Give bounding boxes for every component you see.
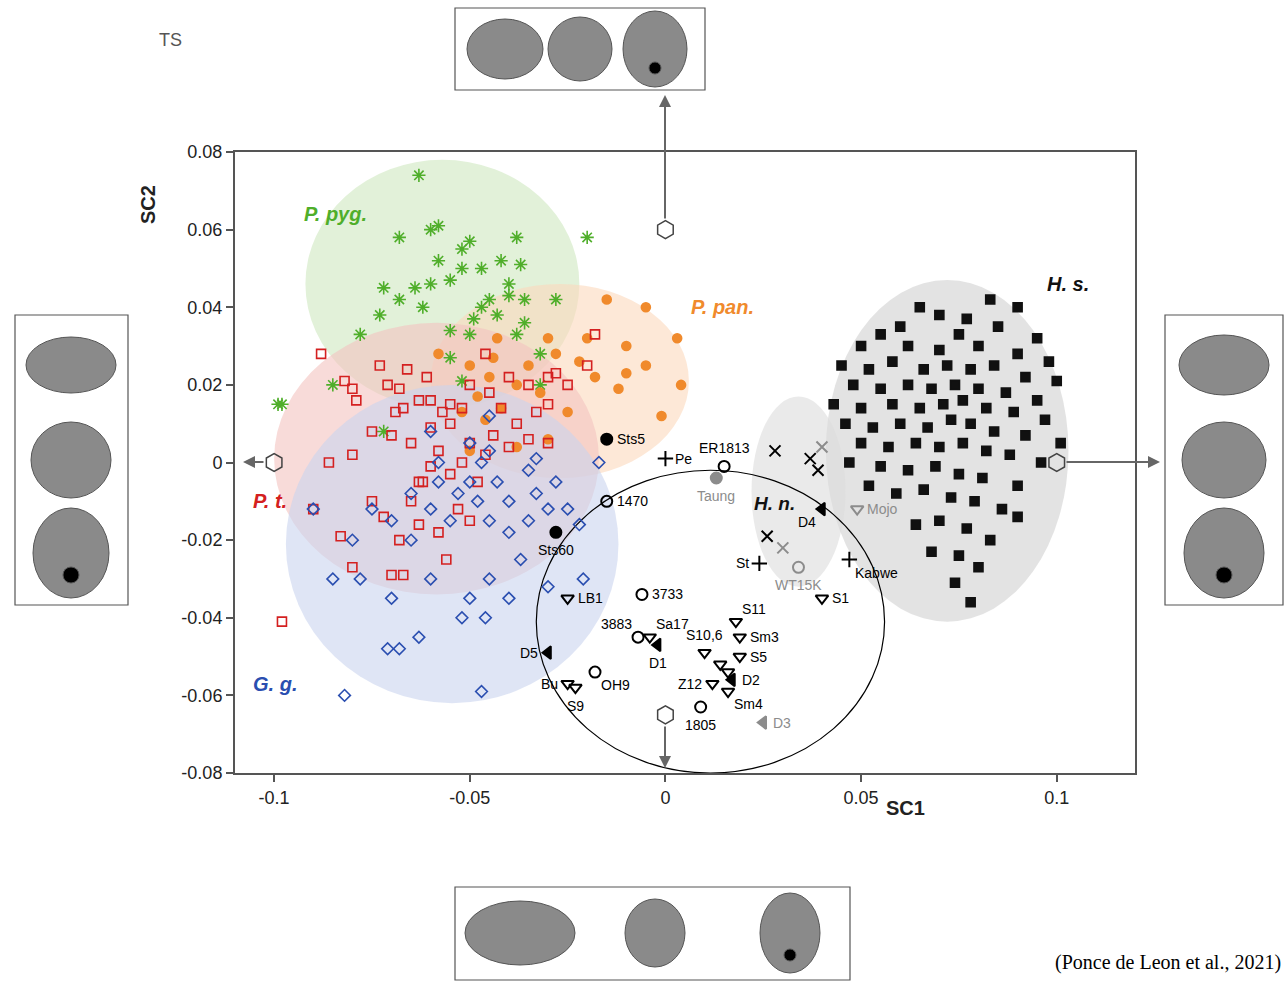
svg-text:-0.05: -0.05 — [449, 788, 490, 808]
svg-text:S11: S11 — [742, 601, 766, 617]
svg-text:0.1: 0.1 — [1044, 788, 1069, 808]
svg-text:-0.04: -0.04 — [181, 608, 222, 628]
svg-text:3733: 3733 — [652, 586, 683, 602]
svg-text:Sm3: Sm3 — [750, 629, 779, 645]
svg-text:SC1: SC1 — [886, 797, 925, 819]
svg-text:Sm4: Sm4 — [734, 696, 763, 712]
svg-text:-0.06: -0.06 — [181, 686, 222, 706]
svg-text:Mojo: Mojo — [867, 501, 898, 517]
svg-text:-0.08: -0.08 — [181, 763, 222, 783]
svg-text:Pe: Pe — [675, 451, 692, 467]
svg-text:Sa17: Sa17 — [656, 616, 689, 632]
svg-text:G. g.: G. g. — [253, 673, 297, 695]
svg-text:0.08: 0.08 — [187, 142, 222, 162]
svg-text:P. pyg.: P. pyg. — [304, 203, 367, 225]
svg-text:WT15K: WT15K — [775, 577, 822, 593]
svg-text:SC2: SC2 — [137, 185, 159, 224]
svg-text:D5: D5 — [520, 645, 538, 661]
svg-text:-0.02: -0.02 — [181, 530, 222, 550]
svg-text:D3: D3 — [773, 715, 791, 731]
svg-text:OH9: OH9 — [601, 677, 630, 693]
svg-text:S1: S1 — [832, 590, 849, 606]
svg-text:0.06: 0.06 — [187, 220, 222, 240]
svg-text:TS: TS — [159, 30, 182, 50]
svg-text:Z12: Z12 — [678, 676, 702, 692]
svg-text:0.02: 0.02 — [187, 375, 222, 395]
svg-text:1470: 1470 — [617, 493, 648, 509]
svg-text:Sts60: Sts60 — [538, 542, 574, 558]
svg-text:St: St — [736, 555, 749, 571]
svg-text:(Ponce de Leon et al., 2021): (Ponce de Leon et al., 2021) — [1055, 951, 1281, 974]
svg-text:Kabwe: Kabwe — [855, 565, 898, 581]
svg-text:-0.1: -0.1 — [259, 788, 290, 808]
svg-text:S9: S9 — [567, 698, 584, 714]
svg-text:S5: S5 — [750, 649, 767, 665]
svg-text:0.05: 0.05 — [844, 788, 879, 808]
svg-text:1805: 1805 — [685, 717, 716, 733]
svg-text:S10,6: S10,6 — [686, 627, 723, 643]
svg-text:D1: D1 — [649, 655, 667, 671]
svg-text:Sts5: Sts5 — [617, 431, 645, 447]
svg-text:D4: D4 — [798, 514, 816, 530]
svg-text:3883: 3883 — [601, 616, 632, 632]
svg-text:0: 0 — [660, 788, 670, 808]
svg-text:Taung: Taung — [697, 488, 735, 504]
svg-text:0: 0 — [212, 453, 222, 473]
svg-text:D2: D2 — [742, 672, 760, 688]
svg-text:ER1813: ER1813 — [699, 440, 750, 456]
svg-text:0.04: 0.04 — [187, 298, 222, 318]
svg-text:H. n.: H. n. — [754, 493, 795, 514]
svg-text:H. s.: H. s. — [1047, 273, 1089, 295]
svg-text:P. pan.: P. pan. — [691, 296, 754, 318]
svg-text:P. t.: P. t. — [253, 490, 287, 512]
svg-text:LB1: LB1 — [578, 590, 603, 606]
svg-text:Bu: Bu — [541, 676, 558, 692]
